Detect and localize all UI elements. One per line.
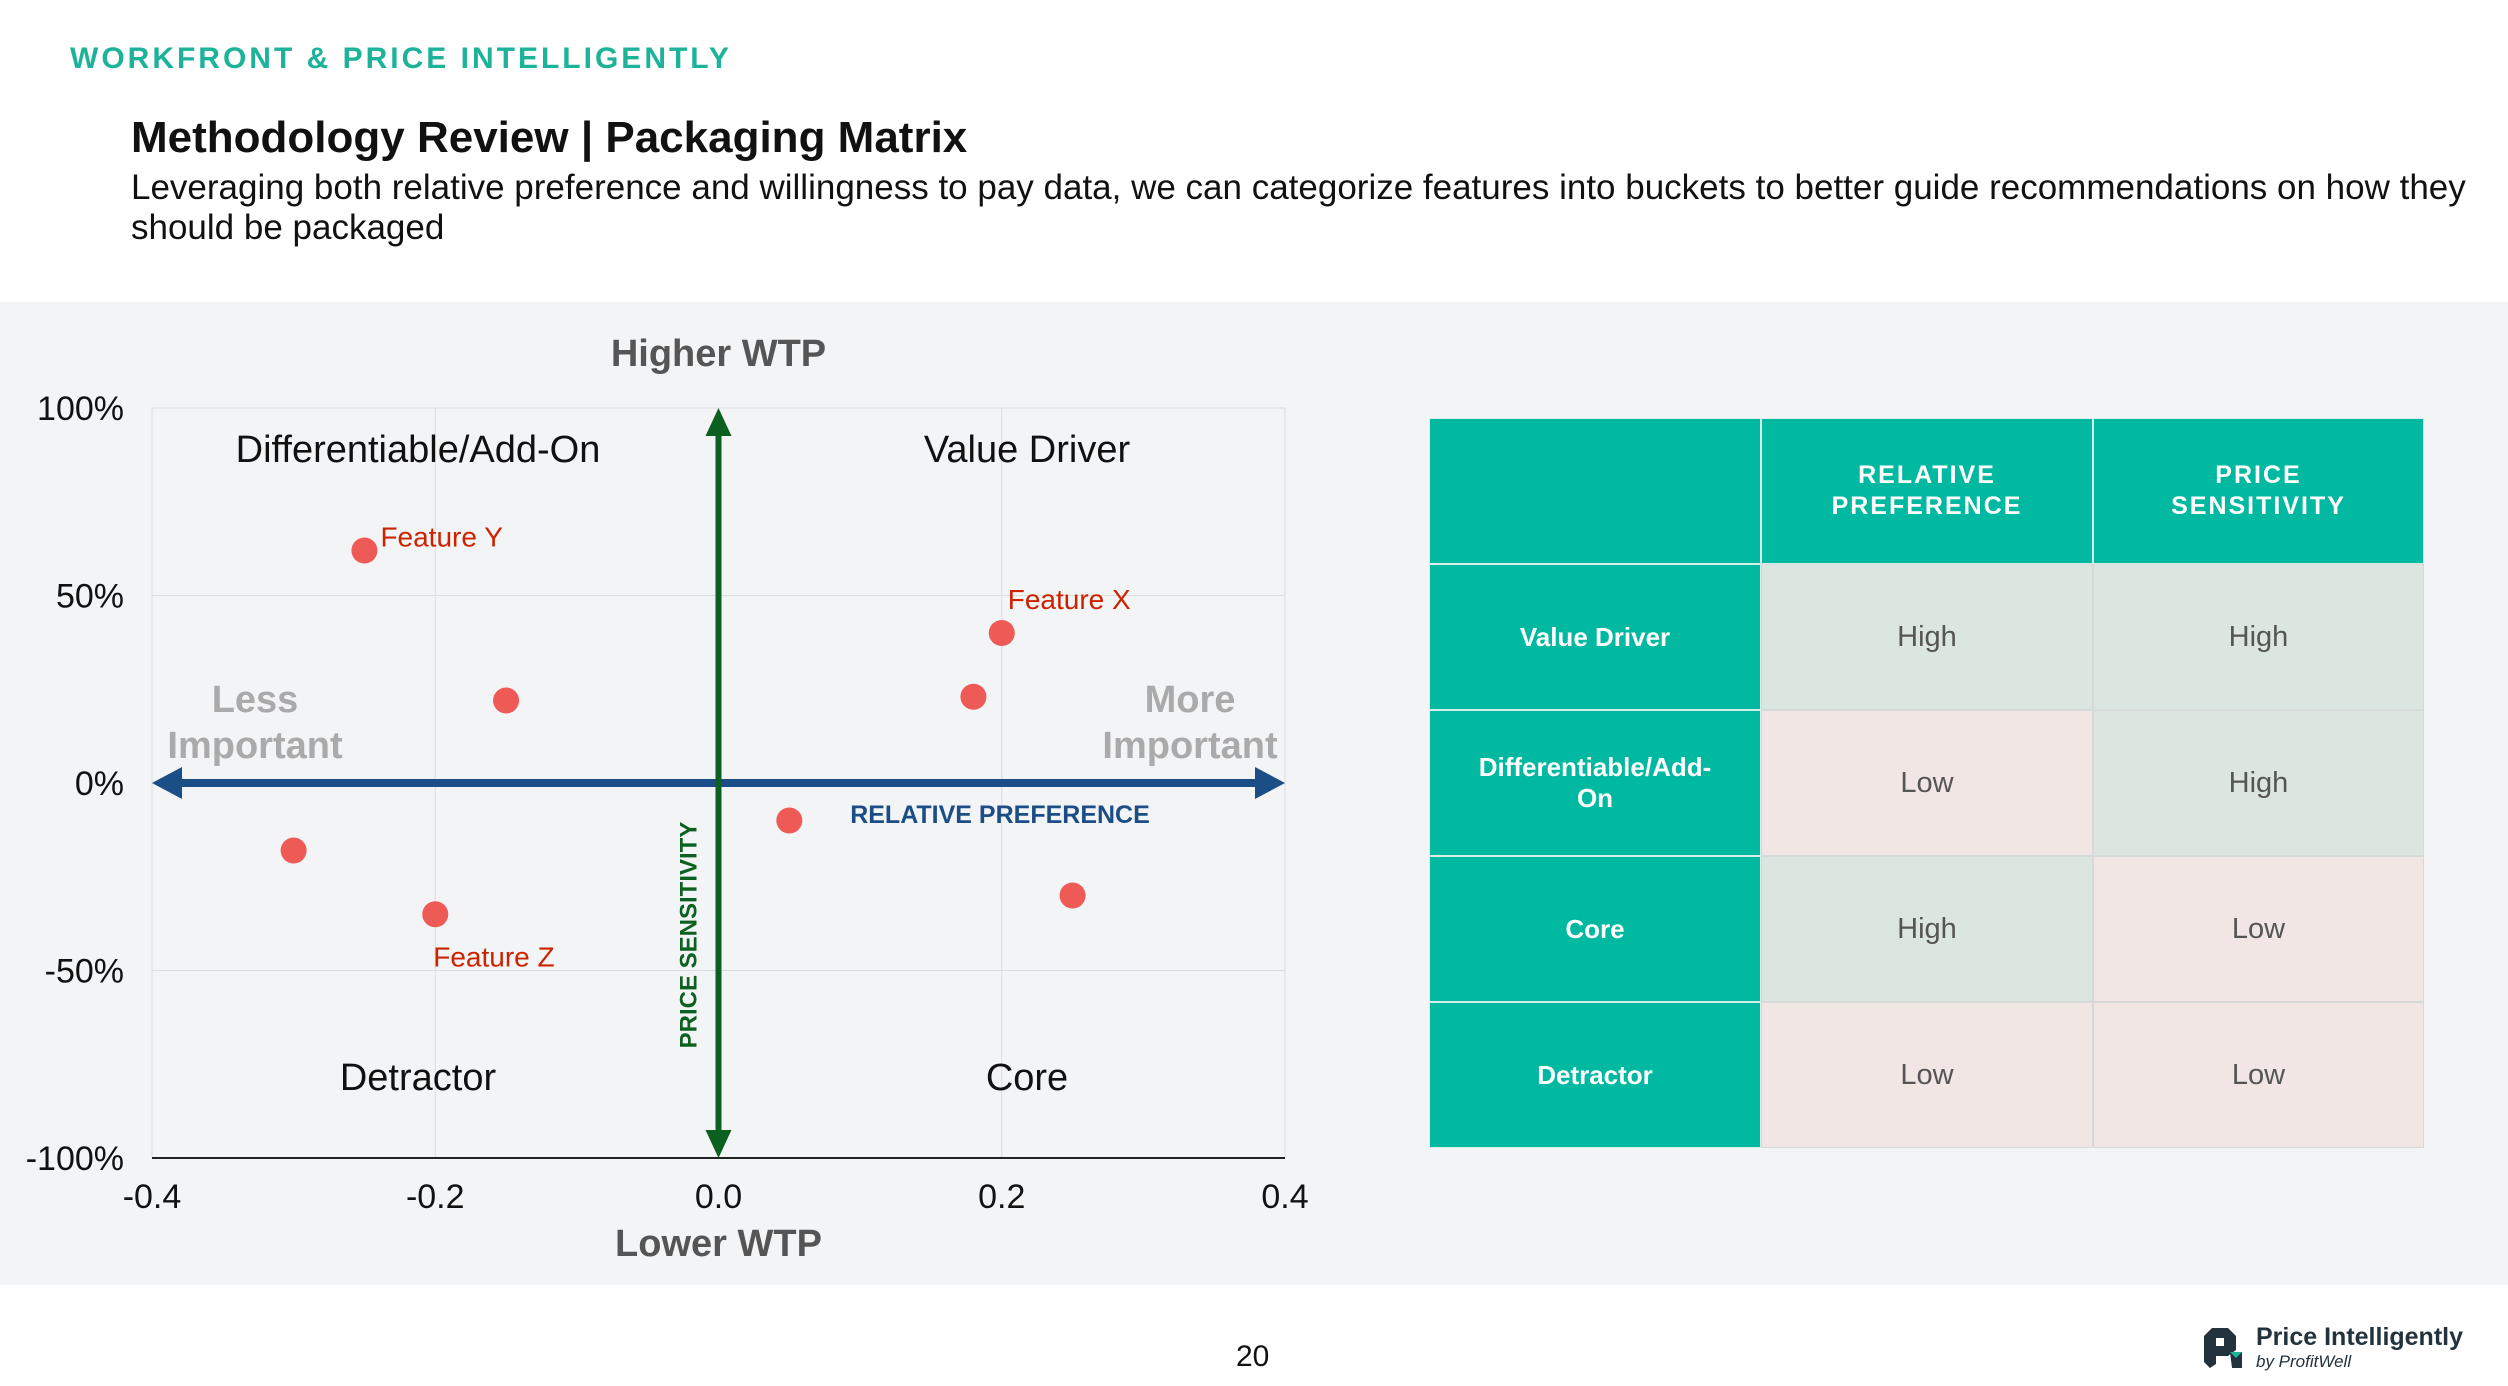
table-header-cell: RELATIVE PREFERENCE bbox=[1761, 418, 2093, 564]
page-number: 20 bbox=[1236, 1340, 1270, 1373]
x-tick-label: -0.4 bbox=[123, 1178, 182, 1216]
less-important-label-1: Less bbox=[212, 679, 299, 721]
quadrant-label-br: Core bbox=[986, 1057, 1068, 1099]
y-axis-label: PRICE SENSITIVITY bbox=[676, 822, 703, 1049]
table-cell-preference-text: Low bbox=[1900, 766, 1954, 799]
table-cell-preference: High bbox=[1761, 564, 2093, 710]
data-point bbox=[493, 687, 520, 714]
table-header-cell: PRICE SENSITIVITY bbox=[2093, 418, 2424, 564]
table-row-header-text: Core bbox=[1565, 913, 1625, 944]
x-axis-label: RELATIVE PREFERENCE bbox=[850, 801, 1150, 829]
table-cell-sensitivity: Low bbox=[2093, 1002, 2424, 1148]
table-cell-preference-text: High bbox=[1897, 620, 1957, 653]
data-point bbox=[1059, 882, 1086, 909]
data-point bbox=[988, 620, 1015, 646]
table-cell-preference-text: Low bbox=[1900, 1058, 1954, 1091]
data-point bbox=[280, 837, 307, 864]
table-cell-sensitivity: High bbox=[2093, 564, 2424, 710]
arrow-left-icon bbox=[152, 767, 182, 799]
page-subtitle: Leveraging both relative preference and … bbox=[131, 168, 2466, 247]
less-important-label-2: Important bbox=[167, 725, 343, 767]
table-cell-sensitivity-text: Low bbox=[2231, 1058, 2286, 1091]
arrow-right-icon bbox=[1255, 767, 1285, 799]
more-important-label-1: More bbox=[1145, 679, 1236, 721]
y-tick-label: 100% bbox=[37, 390, 124, 428]
brand-label: WORKFRONT & PRICE INTELLIGENTLY bbox=[70, 42, 732, 75]
packaging-table: RELATIVE PREFERENCE PRICE SENSITIVITY Valu… bbox=[1429, 418, 2424, 1149]
table-header-cell bbox=[1429, 418, 1761, 564]
data-point bbox=[351, 537, 378, 564]
x-tick-label: -0.2 bbox=[406, 1178, 465, 1216]
x-tick-label: 0.0 bbox=[695, 1178, 742, 1216]
data-point-label: Feature Y bbox=[380, 522, 503, 553]
table-cell-sensitivity-text: High bbox=[2228, 766, 2289, 799]
table-row-header-text: Value Driver bbox=[1519, 621, 1671, 652]
table-row-header: Detractor bbox=[1429, 1002, 1761, 1148]
data-point-label: Feature X bbox=[1008, 584, 1131, 615]
logo: Price Intelligently by ProfitWell bbox=[2200, 1323, 2463, 1372]
y-tick-label: 0% bbox=[75, 765, 124, 803]
more-important-label-2: Important bbox=[1102, 725, 1278, 767]
arrow-down-icon bbox=[705, 1130, 732, 1158]
table-header-cell-text: RELATIVE PREFERENCE bbox=[1831, 461, 2023, 520]
y-tick-label: -100% bbox=[26, 1140, 124, 1178]
packaging-matrix-chart: -0.4 -0.2 0.0 0.2 0.4 100% 50% 0% -50% -100% Highe… bbox=[26, 333, 1309, 1265]
arrow-up-icon bbox=[705, 408, 732, 436]
page-title: Methodology Review | Packaging Matrix bbox=[131, 113, 968, 162]
table-cell-sensitivity: High bbox=[2093, 710, 2424, 856]
price-intelligently-logo-icon bbox=[2204, 1327, 2242, 1368]
data-point bbox=[422, 901, 449, 928]
y-tick-label: -50% bbox=[45, 953, 124, 991]
data-point bbox=[960, 683, 987, 710]
data-point bbox=[776, 807, 803, 834]
table-header-cell-text: PRICE SENSITIVITY bbox=[2171, 461, 2346, 520]
quadrant-label-tl: Differentiable/Add-On bbox=[236, 429, 601, 471]
quadrant-label-tr: Value Driver bbox=[924, 429, 1131, 471]
logo-name: Price Intelligently bbox=[2256, 1323, 2464, 1351]
table-row-header-text: Differentiable/Add-On bbox=[1478, 752, 1712, 813]
table-cell-preference: Low bbox=[1761, 1002, 2093, 1148]
table-cell-sensitivity-text: Low bbox=[2231, 912, 2286, 945]
table-row-header-text: Detractor bbox=[1537, 1059, 1653, 1090]
data-point-label: Feature Z bbox=[433, 941, 554, 972]
bottom-label: Lower WTP bbox=[615, 1223, 822, 1265]
top-label: Higher WTP bbox=[611, 333, 826, 375]
x-tick-label: 0.4 bbox=[1261, 1178, 1308, 1216]
table-cell-sensitivity-text: High bbox=[2228, 620, 2289, 653]
quadrant-label-bl: Detractor bbox=[340, 1057, 497, 1099]
table-row-header: Value Driver bbox=[1429, 564, 1761, 710]
table-cell-preference: Low bbox=[1761, 710, 2093, 856]
table-cell-sensitivity: Low bbox=[2093, 856, 2424, 1002]
table-row-header: Differentiable/Add-On bbox=[1429, 710, 1761, 856]
y-tick-label: 50% bbox=[56, 578, 124, 616]
table-cell-preference-text: High bbox=[1897, 912, 1957, 945]
x-tick-label: 0.2 bbox=[978, 1178, 1025, 1216]
table-cell-preference: High bbox=[1761, 856, 2093, 1002]
logo-subtitle: by ProfitWell bbox=[2256, 1352, 2352, 1371]
table-row-header: Core bbox=[1429, 856, 1761, 1002]
